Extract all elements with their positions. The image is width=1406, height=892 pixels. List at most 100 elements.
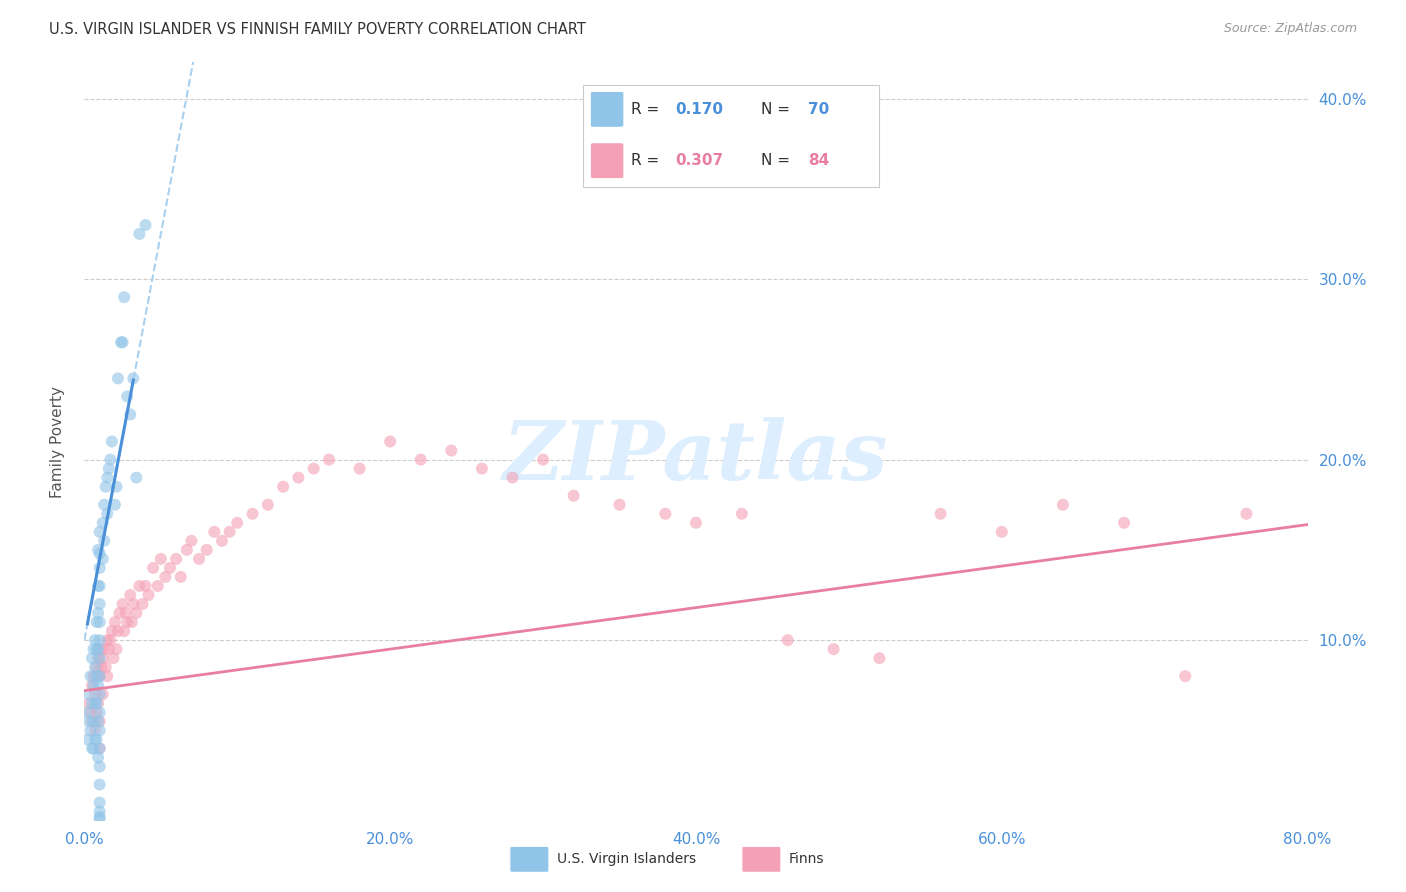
- Point: [89, 687, 111, 701]
- Point: [89, 669, 111, 683]
- Point: [84, 696, 107, 710]
- Point: [89, 759, 111, 773]
- Point: [87, 651, 110, 665]
- Point: [380, 434, 402, 449]
- Point: [89, 579, 111, 593]
- Point: [440, 443, 463, 458]
- Point: [84, 633, 107, 648]
- Point: [80, 651, 103, 665]
- Point: [122, 597, 145, 611]
- Point: [125, 606, 148, 620]
- Point: [96, 633, 118, 648]
- Point: [84, 687, 107, 701]
- Point: [180, 533, 202, 548]
- Point: [685, 516, 707, 530]
- Point: [86, 615, 108, 629]
- Point: [89, 561, 111, 575]
- Point: [170, 570, 193, 584]
- Point: [103, 651, 125, 665]
- Point: [112, 290, 135, 304]
- Point: [121, 615, 143, 629]
- Point: [135, 579, 157, 593]
- Point: [91, 552, 114, 566]
- Point: [110, 335, 132, 350]
- Point: [86, 669, 108, 683]
- Point: [76, 732, 98, 747]
- Point: [89, 669, 111, 683]
- Point: [93, 642, 115, 657]
- Point: [89, 546, 111, 560]
- Point: [86, 732, 108, 747]
- Point: [86, 642, 108, 657]
- Point: [128, 227, 150, 241]
- Point: [94, 480, 117, 494]
- Point: [165, 552, 187, 566]
- Point: [108, 606, 131, 620]
- Point: [1174, 669, 1197, 683]
- Point: [97, 642, 120, 657]
- Point: [869, 651, 891, 665]
- Point: [84, 660, 107, 674]
- Point: [120, 588, 142, 602]
- Point: [120, 408, 142, 422]
- Point: [114, 606, 136, 620]
- Point: [349, 461, 371, 475]
- Point: [823, 642, 845, 657]
- Text: N =: N =: [761, 153, 794, 169]
- Point: [77, 687, 100, 701]
- Point: [93, 533, 115, 548]
- Point: [318, 452, 340, 467]
- Text: N =: N =: [761, 102, 794, 117]
- Point: [105, 480, 128, 494]
- Text: 0.307: 0.307: [675, 153, 723, 169]
- Point: [89, 615, 111, 629]
- Text: 84: 84: [808, 153, 830, 169]
- Point: [89, 642, 111, 657]
- Point: [471, 461, 494, 475]
- Point: [101, 624, 124, 639]
- Text: 0.170: 0.170: [675, 102, 723, 117]
- Point: [562, 489, 585, 503]
- Point: [89, 796, 111, 810]
- Point: [142, 561, 165, 575]
- Text: Finns: Finns: [789, 852, 824, 865]
- Point: [83, 714, 105, 729]
- Point: [89, 714, 111, 729]
- Point: [149, 552, 172, 566]
- Point: [776, 633, 799, 648]
- Point: [257, 498, 280, 512]
- Point: [83, 678, 105, 692]
- Point: [1114, 516, 1136, 530]
- Point: [202, 524, 225, 539]
- Point: [89, 778, 111, 792]
- Point: [83, 741, 105, 756]
- Point: [218, 524, 240, 539]
- Point: [409, 452, 432, 467]
- Point: [211, 533, 233, 548]
- Point: [93, 498, 115, 512]
- Point: [87, 642, 110, 657]
- Point: [86, 696, 108, 710]
- Point: [77, 696, 100, 710]
- Point: [531, 452, 554, 467]
- Point: [1236, 507, 1258, 521]
- Point: [128, 579, 150, 593]
- Point: [86, 660, 108, 674]
- Point: [991, 524, 1014, 539]
- Point: [87, 696, 110, 710]
- Point: [89, 810, 111, 824]
- Point: [654, 507, 676, 521]
- Point: [107, 371, 129, 385]
- Point: [89, 805, 111, 819]
- Point: [79, 706, 101, 720]
- Point: [609, 498, 631, 512]
- Point: [87, 678, 110, 692]
- Point: [89, 633, 111, 648]
- Point: [287, 470, 309, 484]
- Point: [929, 507, 952, 521]
- Point: [226, 516, 249, 530]
- Point: [111, 335, 134, 350]
- Point: [101, 434, 124, 449]
- Text: U.S. Virgin Islanders: U.S. Virgin Islanders: [557, 852, 696, 865]
- Point: [131, 597, 153, 611]
